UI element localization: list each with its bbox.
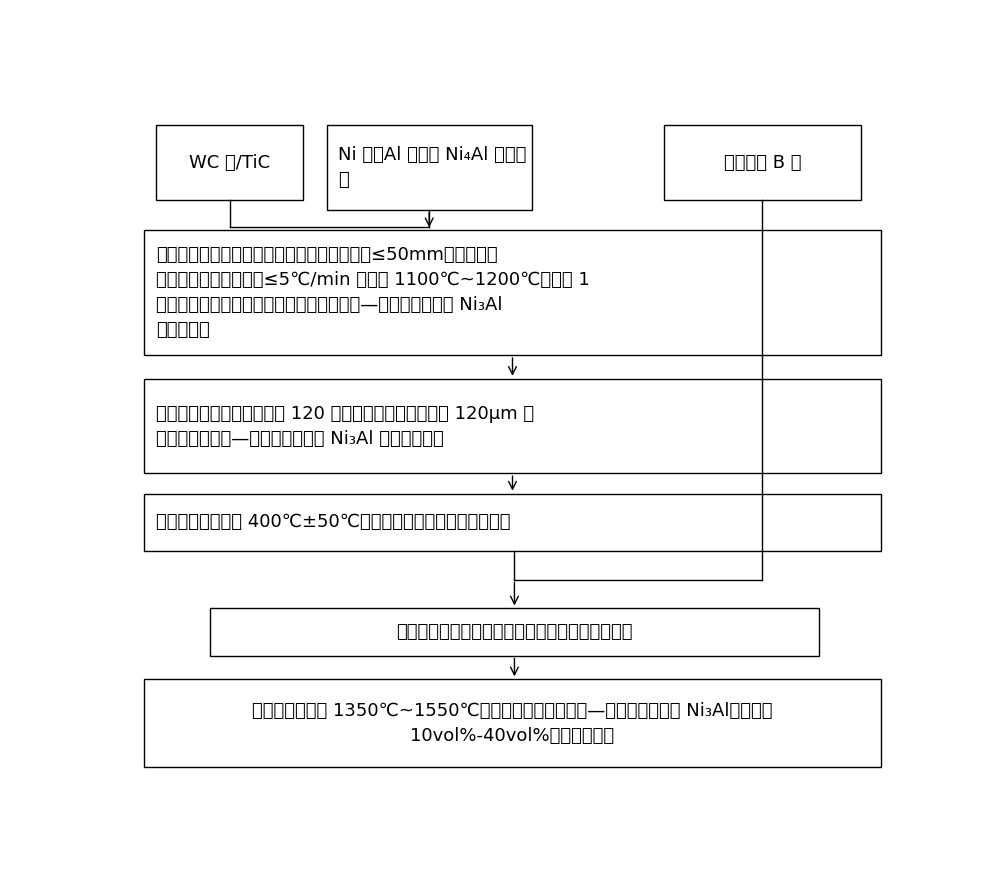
Bar	[144, 494, 881, 551]
Text: 将粉末混合均匀后置于石墨容器中，铺平厚度≤50mm，在非氧化
性气氛下，以升温速度≤5℃/min 加热至 1100℃~1200℃，保温 1
小时以上，然后自然冷: 将粉末混合均匀后置于石墨容器中，铺平厚度≤50mm，在非氧化 性气氛下，以升温速…	[156, 246, 590, 339]
Text: 将上述混合粉末在 400℃±50℃的氢气气氛下进行脱氧预处理。: 将上述混合粉末在 400℃±50℃的氢气气氛下进行脱氧预处理。	[156, 513, 511, 531]
Bar	[144, 679, 881, 767]
Bar	[156, 125, 303, 200]
Text: Ni 粉、Al 粉。按 Ni₄Al 成分配
制: Ni 粉、Al 粉。按 Ni₄Al 成分配 制	[338, 146, 526, 189]
Bar	[664, 125, 861, 200]
Text: 压坎经低压液相 1350℃~1550℃烧结，获得粘结相为镕—铝金属间化合物 Ni₃Al，体积为
10vol%-40vol%的硬质合金。: 压坎经低压液相 1350℃~1550℃烧结，获得粘结相为镕—铝金属间化合物 Ni…	[252, 702, 773, 745]
Text: 将该混合物碾磨，破碎，过 120 目以上筛网，获得粒度为 120μm 以
下的碳化物和镕—铝金属间化合物 Ni₃Al 的混合粉末。: 将该混合物碾磨，破碎，过 120 目以上筛网，获得粒度为 120μm 以 下的碳…	[156, 404, 534, 447]
Bar	[144, 230, 881, 355]
Text: WC 和/TiC: WC 和/TiC	[189, 153, 270, 172]
Bar	[326, 125, 532, 210]
Bar	[144, 379, 881, 474]
Bar	[210, 609, 819, 656]
Text: 微量元素 B 粉: 微量元素 B 粉	[724, 153, 801, 172]
Text: 球磨（湿磨）混合，噴雾干燥，压制成型制成压坎: 球磨（湿磨）混合，噴雾干燥，压制成型制成压坎	[396, 623, 633, 641]
